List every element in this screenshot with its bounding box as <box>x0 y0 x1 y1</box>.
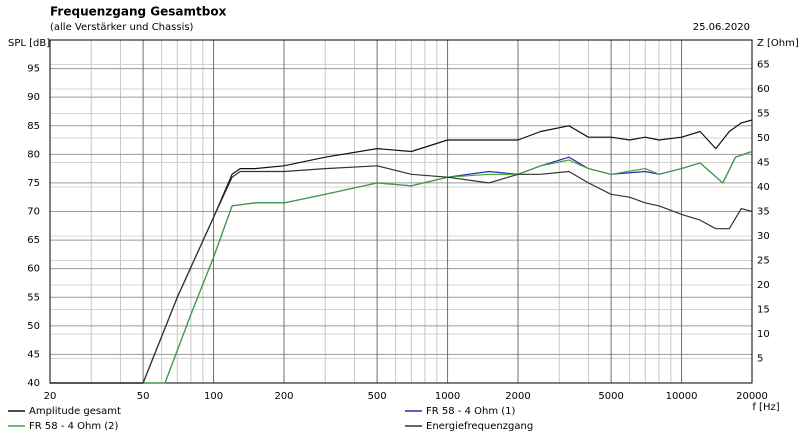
y-tick-label: 50 <box>27 321 40 332</box>
y2-tick-label: 35 <box>757 207 770 218</box>
x-tick-label: 20 <box>44 391 57 402</box>
series-line <box>50 150 753 384</box>
chart-title: Frequenzgang Gesamtbox <box>50 5 227 19</box>
x-tick-label: 100 <box>204 391 223 402</box>
series-line <box>50 165 753 384</box>
x-tick-label: 2000 <box>505 391 530 402</box>
y2-tick-label: 45 <box>757 158 770 169</box>
legend-label: Energiefrequenzgang <box>426 421 533 432</box>
x-tick-label: 10000 <box>666 391 698 402</box>
y-tick-label: 95 <box>27 64 40 75</box>
y2-tick-label: 10 <box>757 329 770 340</box>
y2-axis-label: Z [Ohm] <box>757 38 799 49</box>
legend-label: Amplitude gesamt <box>29 406 121 417</box>
y-tick-label: 75 <box>27 178 40 189</box>
y2-tick-label: 5 <box>757 354 763 365</box>
x-tick-label: 500 <box>368 391 387 402</box>
y2-tick-label: 20 <box>757 280 770 291</box>
x-tick-label: 50 <box>137 391 150 402</box>
y-tick-label: 70 <box>27 207 40 218</box>
y-tick-label: 65 <box>27 235 40 246</box>
y-tick-label: 55 <box>27 292 40 303</box>
y-tick-label: 85 <box>27 121 40 132</box>
y-tick-label: 45 <box>27 349 40 360</box>
y2-tick-label: 30 <box>757 231 770 242</box>
y2-tick-label: 60 <box>757 84 770 95</box>
y-tick-label: 80 <box>27 149 40 160</box>
y2-tick-label: 65 <box>757 60 770 71</box>
x-tick-label: 200 <box>274 391 293 402</box>
chart-date: 25.06.2020 <box>693 22 750 33</box>
y2-tick-label: 15 <box>757 305 770 316</box>
y-axis-label: SPL [dB] <box>8 38 50 49</box>
series-line <box>50 119 753 384</box>
x-axis-label: f [Hz] <box>752 402 779 413</box>
x-tick-label: 5000 <box>598 391 623 402</box>
y2-tick-label: 55 <box>757 109 770 120</box>
x-tick-label: 1000 <box>435 391 460 402</box>
chart-subtitle: (alle Verstärker und Chassis) <box>50 22 194 33</box>
y2-tick-label: 25 <box>757 256 770 267</box>
y2-tick-label: 50 <box>757 133 770 144</box>
x-tick-label: 20000 <box>736 391 768 402</box>
legend-label: FR 58 - 4 Ohm (2) <box>29 421 119 432</box>
y2-tick-label: 40 <box>757 182 770 193</box>
y-tick-label: 40 <box>27 378 40 389</box>
y-tick-label: 60 <box>27 264 40 275</box>
legend-label: FR 58 - 4 Ohm (1) <box>426 406 516 417</box>
y-tick-label: 90 <box>27 92 40 103</box>
